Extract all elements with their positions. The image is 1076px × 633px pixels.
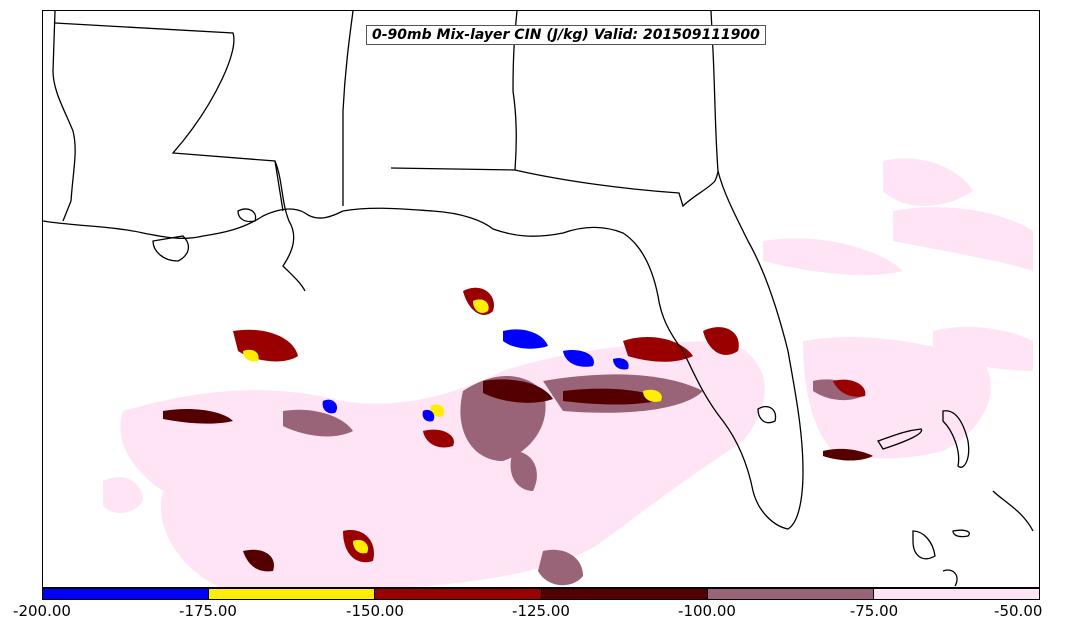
colorbar-tick-label: -175.00 xyxy=(179,602,237,620)
colorbar xyxy=(42,588,1040,600)
colorbar-tick-labels: -200.00 -175.00 -150.00 -125.00 -100.00 … xyxy=(0,602,1076,626)
colorbar-tick-label: -150.00 xyxy=(346,602,404,620)
colorbar-segment xyxy=(43,589,209,599)
colorbar-tick-label: -100.00 xyxy=(678,602,736,620)
colorbar-tick-label: -50.00 xyxy=(994,602,1043,620)
colorbar-segment xyxy=(872,589,1040,599)
colorbar-tick-label: -200.00 xyxy=(13,602,71,620)
colorbar-segment xyxy=(374,589,541,599)
map-title: 0-90mb Mix-layer CIN (J/kg) Valid: 20150… xyxy=(366,25,766,45)
cin-yellow-fill xyxy=(243,299,662,554)
cin-dark-brown-fill xyxy=(163,379,873,572)
map-panel: 0-90mb Mix-layer CIN (J/kg) Valid: 20150… xyxy=(42,10,1040,588)
colorbar-segment xyxy=(208,589,375,599)
colorbar-segment xyxy=(706,589,873,599)
colorbar-segment xyxy=(540,589,707,599)
cin-light-pink-fill xyxy=(103,158,1033,587)
colorbar-tick-label: -75.00 xyxy=(849,602,899,620)
colorbar-tick-label: -125.00 xyxy=(512,602,570,620)
map-canvas xyxy=(43,11,1034,587)
cin-blue-fill xyxy=(322,329,629,422)
